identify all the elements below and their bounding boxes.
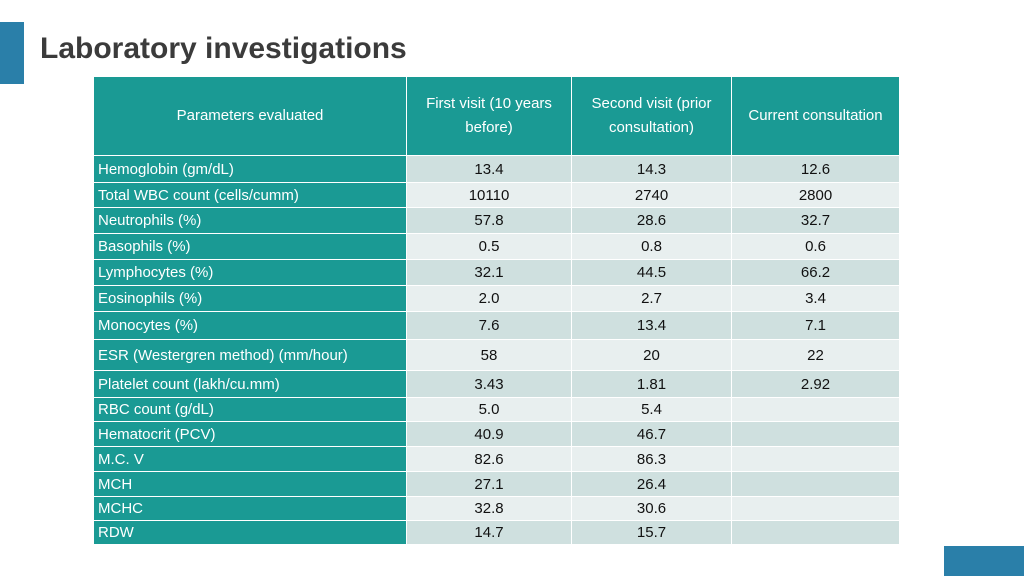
table-row: MCH 27.1 26.4 bbox=[93, 471, 900, 497]
header-cell: Current consultation bbox=[731, 76, 900, 156]
row-label: ESR (Westergren method) (mm/hour) bbox=[93, 339, 407, 371]
cell: 30.6 bbox=[571, 496, 732, 521]
table-row: Basophils (%) 0.5 0.8 0.6 bbox=[93, 233, 900, 260]
table-row: Eosinophils (%) 2.0 2.7 3.4 bbox=[93, 285, 900, 312]
cell: 14.3 bbox=[571, 155, 732, 183]
table-row: RBC count (g/dL) 5.0 5.4 bbox=[93, 397, 900, 422]
row-label: MCHC bbox=[93, 496, 407, 521]
cell: 7.6 bbox=[406, 311, 572, 340]
cell: 86.3 bbox=[571, 446, 732, 472]
cell: 46.7 bbox=[571, 421, 732, 447]
cell: 82.6 bbox=[406, 446, 572, 472]
cell: 0.8 bbox=[571, 233, 732, 260]
row-label: Monocytes (%) bbox=[93, 311, 407, 340]
row-label: Hemoglobin (gm/dL) bbox=[93, 155, 407, 183]
cell bbox=[731, 520, 900, 545]
table-row: MCHC 32.8 30.6 bbox=[93, 496, 900, 521]
row-label: Basophils (%) bbox=[93, 233, 407, 260]
cell: 2.92 bbox=[731, 370, 900, 398]
header-cell: First visit (10 years before) bbox=[406, 76, 572, 156]
cell: 3.4 bbox=[731, 285, 900, 312]
row-label: Eosinophils (%) bbox=[93, 285, 407, 312]
cell: 13.4 bbox=[406, 155, 572, 183]
cell: 13.4 bbox=[571, 311, 732, 340]
cell: 27.1 bbox=[406, 471, 572, 497]
row-label: RDW bbox=[93, 520, 407, 545]
cell: 14.7 bbox=[406, 520, 572, 545]
table-row: Hematocrit (PCV) 40.9 46.7 bbox=[93, 421, 900, 447]
cell: 20 bbox=[571, 339, 732, 371]
cell: 10110 bbox=[406, 182, 572, 208]
cell bbox=[731, 446, 900, 472]
cell: 5.4 bbox=[571, 397, 732, 422]
cell: 12.6 bbox=[731, 155, 900, 183]
cell: 32.8 bbox=[406, 496, 572, 521]
cell: 2740 bbox=[571, 182, 732, 208]
cell: 2.7 bbox=[571, 285, 732, 312]
cell: 44.5 bbox=[571, 259, 732, 286]
cell: 32.1 bbox=[406, 259, 572, 286]
table-row: Monocytes (%) 7.6 13.4 7.1 bbox=[93, 311, 900, 340]
cell: 7.1 bbox=[731, 311, 900, 340]
cell: 40.9 bbox=[406, 421, 572, 447]
header-row: Parameters evaluated First visit (10 year… bbox=[93, 76, 900, 156]
table-row: Lymphocytes (%) 32.1 44.5 66.2 bbox=[93, 259, 900, 286]
table-row: Hemoglobin (gm/dL) 13.4 14.3 12.6 bbox=[93, 155, 900, 183]
slide-title: Laboratory investigations bbox=[40, 32, 407, 65]
table-row: RDW 14.7 15.7 bbox=[93, 520, 900, 545]
lab-table: Parameters evaluated First visit (10 year… bbox=[93, 76, 900, 545]
row-label: Total WBC count (cells/cumm) bbox=[93, 182, 407, 208]
cell: 22 bbox=[731, 339, 900, 371]
cell: 57.8 bbox=[406, 207, 572, 234]
cell: 1.81 bbox=[571, 370, 732, 398]
cell: 0.6 bbox=[731, 233, 900, 260]
corner-accent bbox=[944, 546, 1024, 576]
row-label: M.C. V bbox=[93, 446, 407, 472]
cell: 2.0 bbox=[406, 285, 572, 312]
cell: 28.6 bbox=[571, 207, 732, 234]
row-label: RBC count (g/dL) bbox=[93, 397, 407, 422]
cell: 26.4 bbox=[571, 471, 732, 497]
cell: 0.5 bbox=[406, 233, 572, 260]
cell bbox=[731, 421, 900, 447]
cell: 5.0 bbox=[406, 397, 572, 422]
table-row: M.C. V 82.6 86.3 bbox=[93, 446, 900, 472]
row-label: Neutrophils (%) bbox=[93, 207, 407, 234]
row-label: Platelet count (lakh/cu.mm) bbox=[93, 370, 407, 398]
cell: 66.2 bbox=[731, 259, 900, 286]
table-row: Neutrophils (%) 57.8 28.6 32.7 bbox=[93, 207, 900, 234]
header-cell: Second visit (prior consultation) bbox=[571, 76, 732, 156]
cell: 3.43 bbox=[406, 370, 572, 398]
cell: 2800 bbox=[731, 182, 900, 208]
table-row: Total WBC count (cells/cumm) 10110 2740 280… bbox=[93, 182, 900, 208]
cell bbox=[731, 471, 900, 497]
table-row: ESR (Westergren method) (mm/hour) 58 20 22 bbox=[93, 339, 900, 371]
row-label: Lymphocytes (%) bbox=[93, 259, 407, 286]
header-cell: Parameters evaluated bbox=[93, 76, 407, 156]
cell: 15.7 bbox=[571, 520, 732, 545]
row-label: Hematocrit (PCV) bbox=[93, 421, 407, 447]
cell: 32.7 bbox=[731, 207, 900, 234]
accent-bar bbox=[0, 22, 24, 84]
row-label: MCH bbox=[93, 471, 407, 497]
table-row: Platelet count (lakh/cu.mm) 3.43 1.81 2.92 bbox=[93, 370, 900, 398]
cell bbox=[731, 397, 900, 422]
cell bbox=[731, 496, 900, 521]
cell: 58 bbox=[406, 339, 572, 371]
